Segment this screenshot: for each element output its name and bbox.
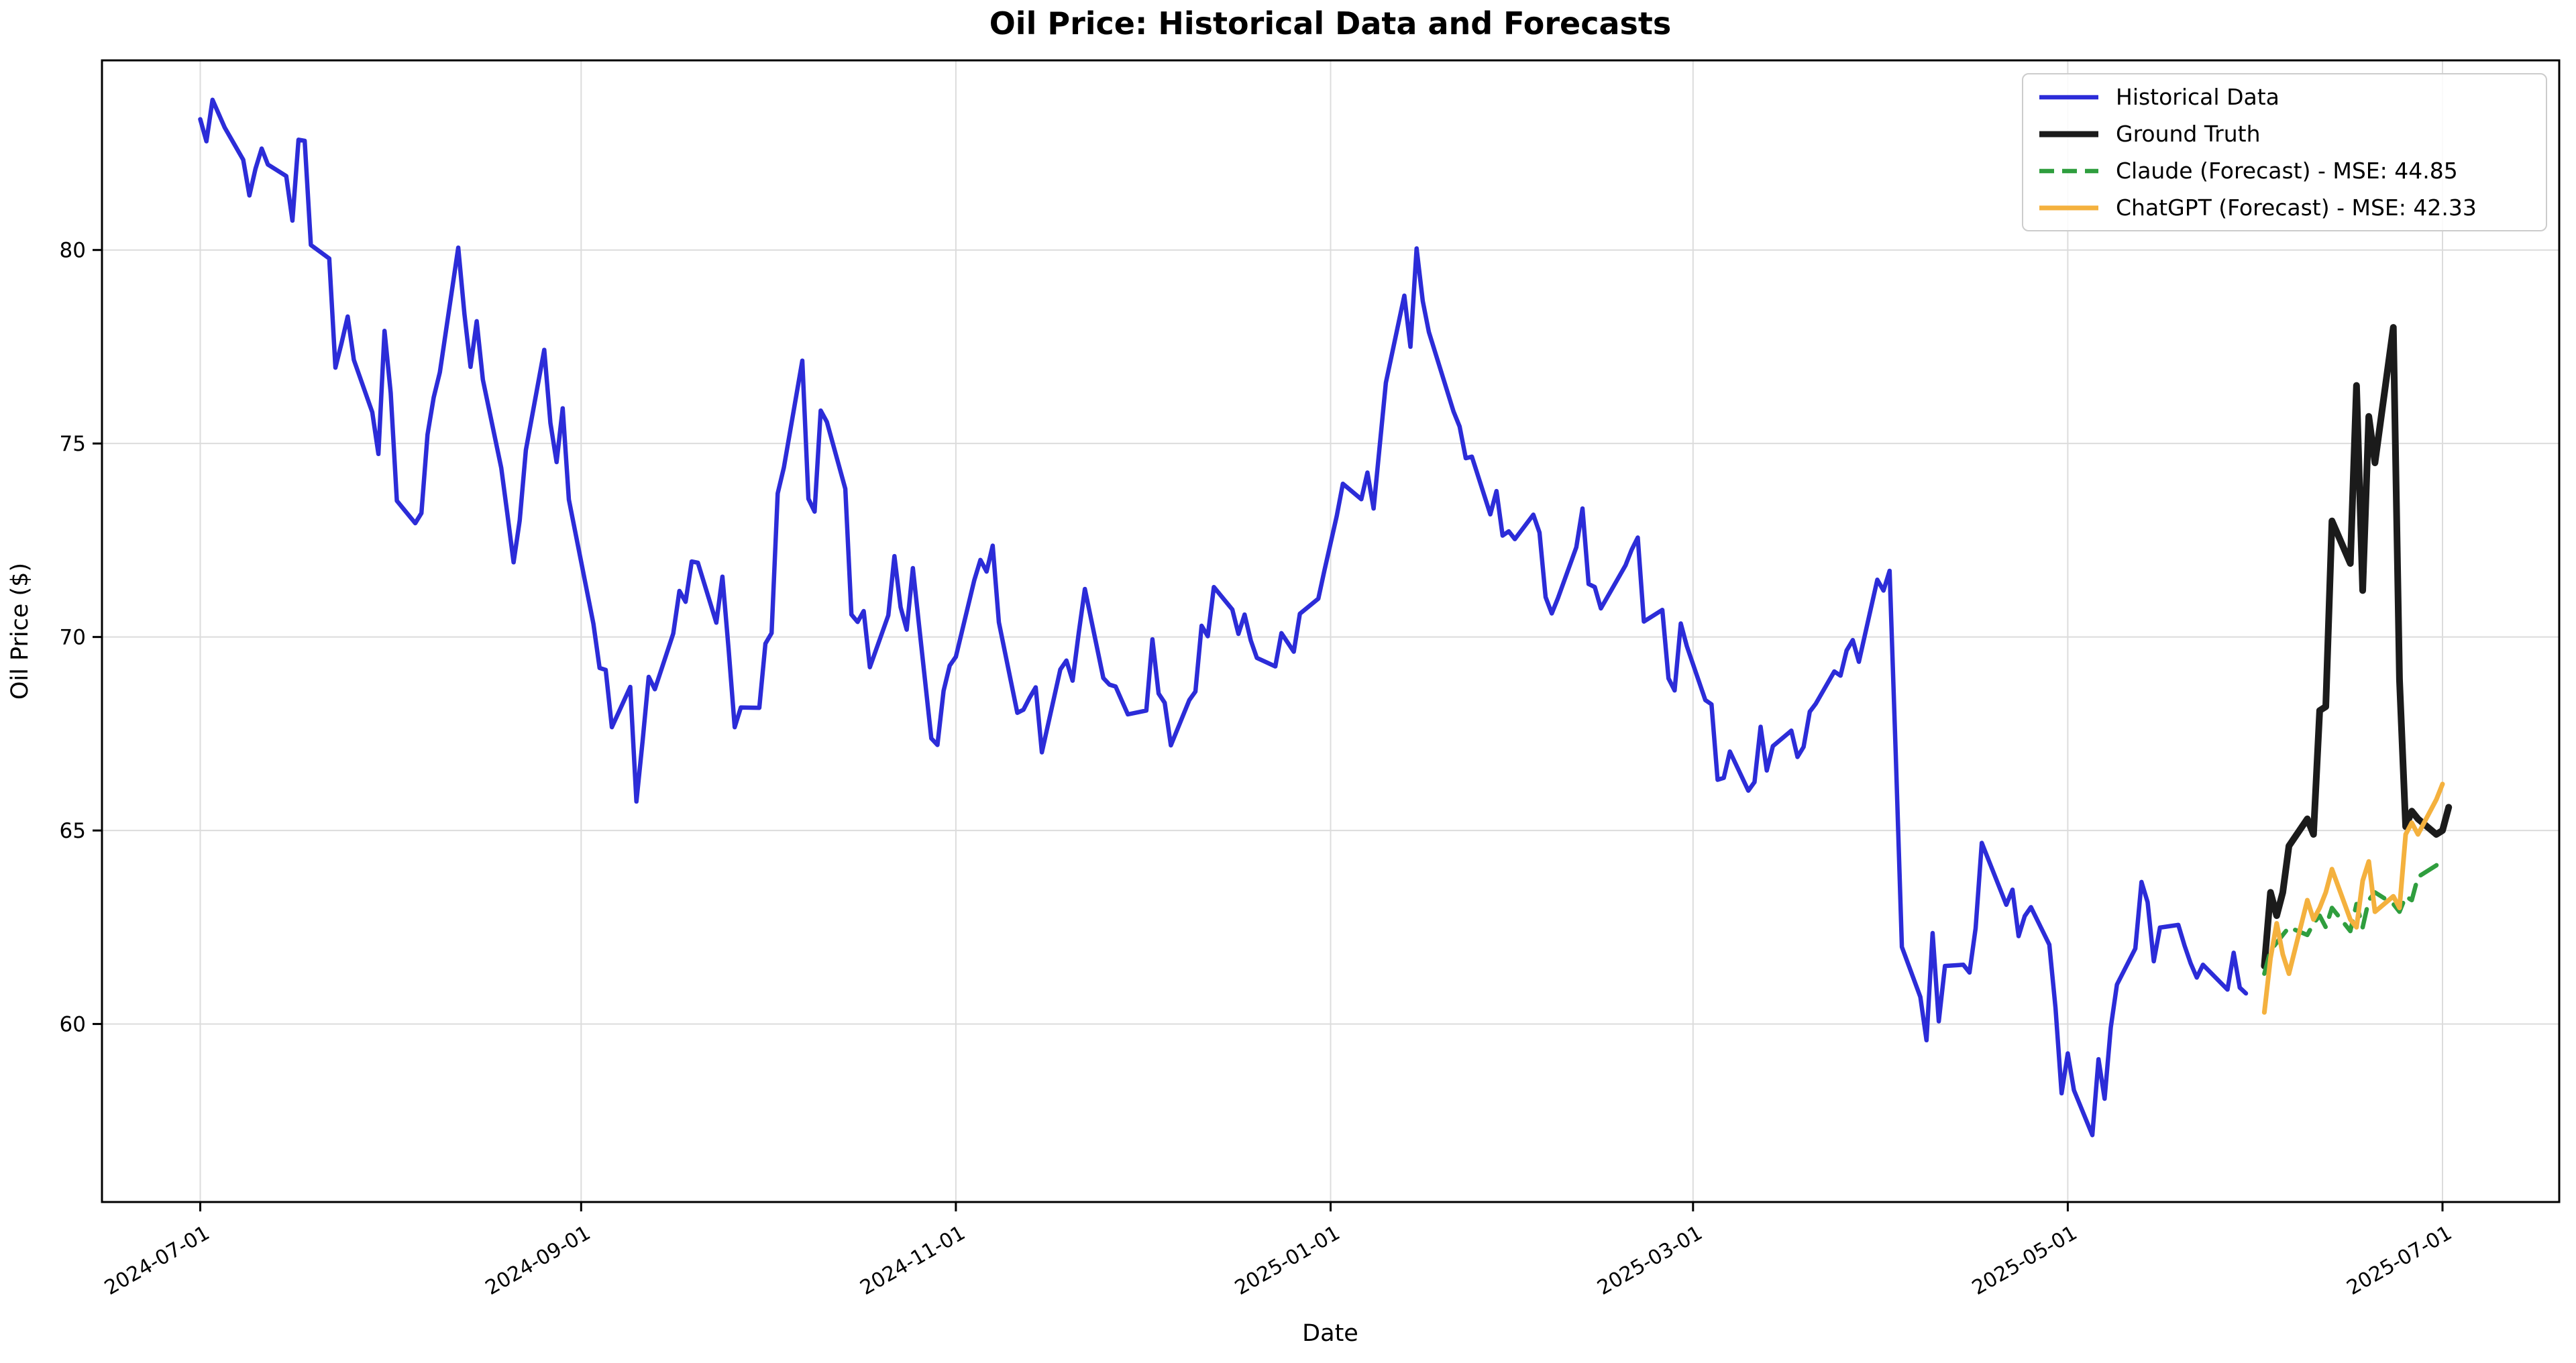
legend-item-0: Historical Data: [2038, 78, 2539, 115]
series-line-2: [2262, 855, 2445, 976]
y-tick-label: 75: [60, 432, 86, 456]
legend-item-1: Ground Truth: [2038, 115, 2539, 152]
legend-swatch-dashed-icon: [2039, 168, 2098, 173]
y-tick-label: 80: [60, 239, 86, 263]
legend-label: Historical Data: [2116, 84, 2279, 110]
legend: Historical Data Ground Truth Claude (Forec…: [2022, 73, 2547, 231]
legend-swatch-line-icon: [2039, 131, 2098, 137]
y-tick-label: 65: [60, 819, 86, 843]
series-line-3: [2261, 781, 2445, 1015]
series-lines: [198, 97, 2453, 1138]
legend-item-3: ChatGPT (Forecast) - MSE: 42.33: [2038, 189, 2539, 226]
series-line-0: [198, 97, 2249, 1138]
chart-title: Oil Price: Historical Data and Forecasts: [989, 5, 1672, 42]
legend-label: Ground Truth: [2116, 121, 2261, 147]
y-tick-label: 60: [60, 1013, 86, 1037]
x-axis-label: Date: [1302, 1320, 1358, 1347]
legend-label: Claude (Forecast) - MSE: 44.85: [2116, 158, 2458, 184]
gridlines: [102, 60, 2559, 1202]
series-line-1: [2261, 324, 2453, 970]
legend-item-2: Claude (Forecast) - MSE: 44.85: [2038, 152, 2539, 189]
legend-swatch-line-icon: [2039, 95, 2098, 99]
legend-label: ChatGPT (Forecast) - MSE: 42.33: [2116, 195, 2477, 221]
legend-swatch-line-icon: [2039, 205, 2098, 210]
y-tick-label: 70: [60, 626, 86, 650]
y-axis-label: Oil Price ($): [7, 562, 34, 700]
